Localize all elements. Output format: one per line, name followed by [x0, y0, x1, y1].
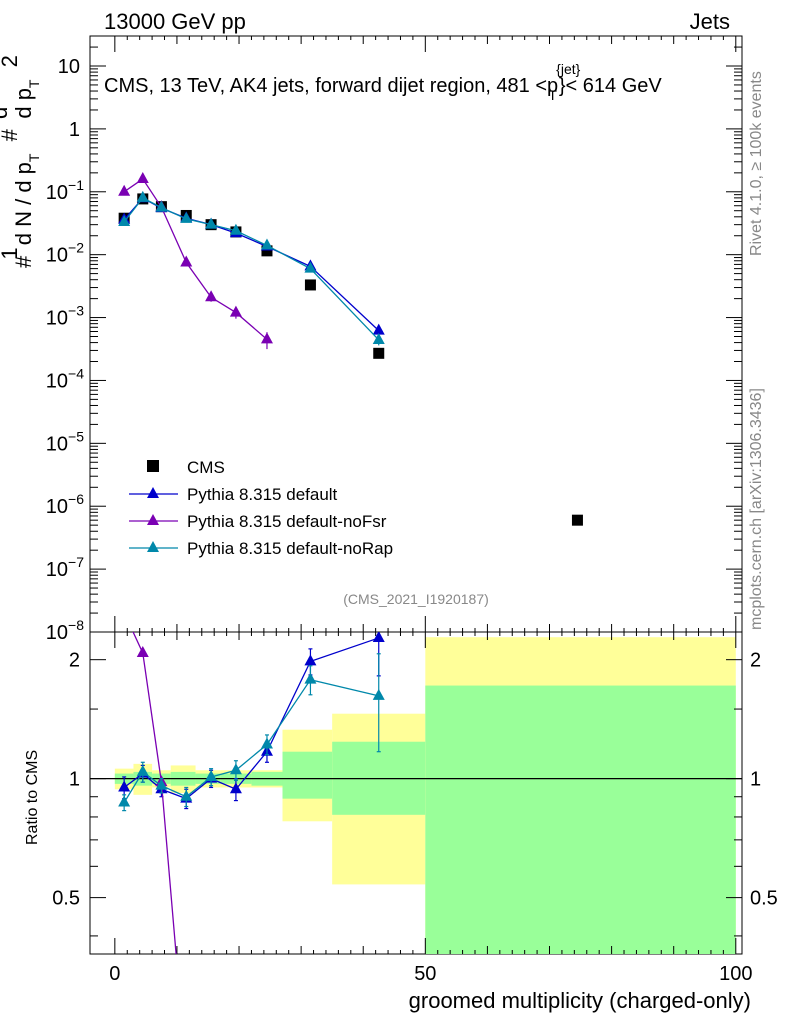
band-green-9 — [425, 685, 736, 954]
y-tick-label-9: 10−8 — [46, 617, 84, 644]
legend-label-nofsr: Pythia 8.315 default-noFsr — [187, 512, 387, 531]
chart-title: CMS, 13 TeV, AK4 jets, forward dijet reg… — [104, 61, 662, 103]
ratio-point-norap-6 — [260, 737, 273, 749]
ratio-point-norap-3 — [180, 789, 193, 801]
point-nofsr-6 — [260, 332, 273, 344]
point-cms-8 — [373, 347, 385, 359]
legend-marker-default — [147, 487, 159, 498]
side-label-mcplots: mcplots.cern.ch [arXiv:1306.3436] — [748, 388, 765, 630]
point-norap-1 — [136, 190, 149, 202]
point-norap-4 — [205, 217, 218, 229]
ratio-tick-label-0: 0.5 — [52, 888, 80, 910]
ratio-tick-label-2: 2 — [69, 650, 80, 672]
ratio-point-default-8 — [372, 632, 385, 642]
y-tick-label-0: 10 — [58, 56, 80, 78]
point-nofsr-5 — [229, 305, 242, 317]
point-cms-7 — [304, 279, 316, 291]
ratio-tick-label-right-1: 1 — [750, 769, 761, 791]
ratio-point-norap-1 — [136, 764, 149, 776]
uncertainty-bands — [114, 637, 736, 954]
series-line-norap — [123, 197, 380, 341]
point-norap-7 — [304, 261, 317, 273]
ratio-point-norap-8 — [372, 688, 385, 700]
x-tick-label-0: 0 — [109, 963, 120, 985]
point-norap-8 — [372, 332, 385, 344]
header-right-label: Jets — [690, 9, 730, 34]
point-nofsr-1 — [136, 171, 149, 183]
ratio-series-clipped — [118, 632, 385, 954]
ratio-point-norap-7 — [304, 672, 317, 684]
data-series — [118, 171, 583, 526]
main-y-axis-label: # 1 d N / d pT # d d pT 2 Nd λ — [0, 6, 44, 268]
ratio-point-default-0 — [118, 780, 131, 792]
point-norap-0 — [118, 215, 131, 227]
x-tick-label-100: 100 — [719, 963, 752, 985]
legend-marker-nofsr — [147, 514, 159, 525]
point-default-8 — [372, 323, 385, 335]
ratio-point-norap-0 — [118, 795, 131, 807]
point-nofsr-3 — [180, 255, 193, 267]
legend-label-default: Pythia 8.315 default — [187, 485, 338, 504]
side-label-rivet: Rivet 4.1.0, ≥ 100k events — [748, 71, 765, 256]
legend-marker-norap — [147, 541, 159, 552]
legend: CMS Pythia 8.315 default Pythia 8.315 de… — [129, 458, 393, 558]
series-line-default — [123, 197, 380, 332]
point-norap-5 — [229, 223, 242, 235]
y-tick-label-4: 10−3 — [46, 303, 84, 330]
ratio-line-nofsr — [132, 632, 177, 954]
x-tick-label-50: 50 — [414, 963, 436, 985]
y-tick-label-2: 10−1 — [46, 177, 84, 204]
y-tick-label-7: 10−6 — [46, 491, 84, 518]
ratio-point-norap-2 — [155, 778, 168, 790]
ratio-point-norap-5 — [229, 763, 242, 775]
ratio-y-axis-label: Ratio to CMS — [24, 750, 41, 845]
ratio-tick-label-right-0: 0.5 — [750, 888, 778, 910]
point-norap-6 — [260, 238, 273, 250]
point-cms-9 — [571, 514, 583, 526]
title-superscript: {jet} — [556, 61, 580, 77]
title-end: }< 614 GeV — [559, 75, 663, 97]
header-left-label: 13000 GeV pp — [104, 9, 246, 34]
analysis-id-label: (CMS_2021_I1920187) — [343, 591, 489, 607]
legend-marker-cms — [147, 460, 159, 472]
y-tick-label-3: 10−2 — [46, 240, 84, 267]
ratio-point-nofsr-1 — [136, 645, 149, 657]
point-nofsr-4 — [205, 290, 218, 302]
x-axis-label: groomed multiplicity (charged-only) — [409, 988, 751, 1013]
ratio-tick-label-1: 1 — [69, 769, 80, 791]
point-nofsr-0 — [118, 184, 131, 196]
point-cms-6 — [261, 245, 273, 257]
ratio-point-default-7 — [304, 654, 317, 666]
axis-ticks: 0 50 100 10 1 10−1 10−2 10−3 10−4 10−5 10−6 10−7 10−… — [46, 35, 778, 985]
ratio-point-default-5 — [229, 782, 242, 794]
point-norap-2 — [155, 200, 168, 212]
title-subscript: T — [548, 87, 557, 103]
ratio-point-norap-4 — [205, 769, 218, 781]
y-tick-label-8: 10−7 — [46, 554, 84, 581]
svg-text:# 1 d N / d pT: # 1 d N / d pT # d d pT 2 Nd λ — [0, 6, 44, 268]
legend-label-norap: Pythia 8.315 default-noRap — [187, 539, 393, 558]
band-green-7 — [282, 751, 333, 799]
ratio-series — [118, 632, 385, 954]
y-tick-label-1: 1 — [69, 119, 80, 141]
ratio-plot-frame — [89, 631, 743, 955]
y-tick-label-5: 10−4 — [46, 365, 84, 392]
ratio-tick-label-right-2: 2 — [750, 650, 761, 672]
y-tick-label-6: 10−5 — [46, 428, 84, 455]
point-norap-3 — [180, 211, 193, 223]
legend-label-cms: CMS — [187, 458, 225, 477]
